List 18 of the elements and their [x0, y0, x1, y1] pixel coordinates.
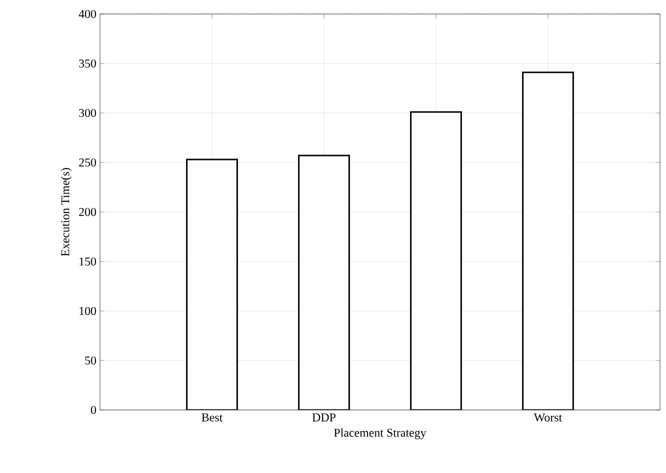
y-tick-label: 250: [79, 158, 96, 167]
y-tick-label: 50: [85, 356, 96, 365]
y-tick-label: 100: [80, 306, 96, 316]
bar: [186, 158, 238, 410]
x-tick-label: DDP: [312, 414, 336, 422]
bar: [522, 72, 574, 410]
bar: [410, 111, 462, 410]
x-axis-title: Placement Strategy: [334, 428, 426, 440]
bar: [298, 154, 350, 410]
y-tick-label: 400: [78, 10, 96, 18]
x-tick-label: Best: [202, 414, 223, 422]
y-tick-label: 350: [79, 59, 96, 68]
y-tick-label: 300: [79, 108, 96, 118]
y-tick-label: 0: [90, 406, 96, 414]
y-tick-label: 150: [80, 257, 96, 266]
y-tick-label: 200: [79, 208, 96, 216]
y-axis-title: Execution Time(s): [60, 168, 72, 256]
x-tick-label: Worst: [534, 414, 562, 422]
